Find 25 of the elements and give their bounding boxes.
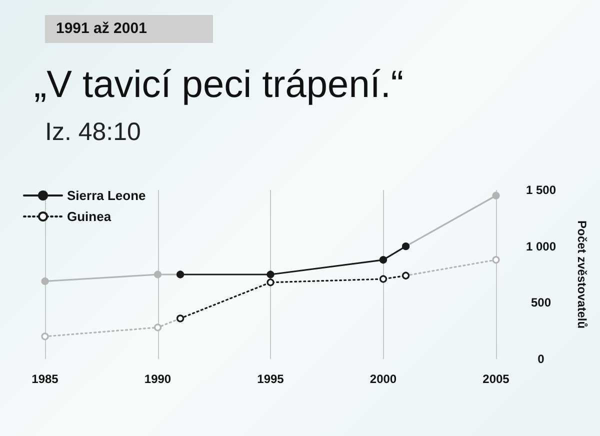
point <box>154 324 162 332</box>
x-tick-label: 2005 <box>482 372 510 386</box>
y-tick-label: 1 000 <box>526 239 556 254</box>
x-tick-label: 1990 <box>144 372 172 386</box>
point <box>266 278 274 286</box>
point <box>41 277 49 286</box>
text: 1991 až 2001 <box>45 15 213 43</box>
legend-label: Sierra Leone <box>67 188 146 203</box>
point <box>379 256 388 264</box>
point <box>492 256 500 264</box>
chart-subtitle: Iz. 48:10 <box>45 118 141 147</box>
y-tick-label: 500 <box>530 296 552 310</box>
y-tick-label: 0 <box>538 352 545 366</box>
point <box>379 275 388 283</box>
y-tick-label: 1 500 <box>526 183 556 197</box>
x-tick-label: 1985 <box>32 372 59 386</box>
legend-label: Guinea <box>67 209 112 224</box>
x-tick-label: 1995 <box>257 372 284 386</box>
y-axis-title: Počet zvěstovatelů <box>575 220 589 329</box>
point <box>266 270 274 278</box>
point <box>492 192 500 200</box>
chart-title: „V tavicí peci trápení.“ <box>34 64 404 107</box>
point <box>41 332 49 340</box>
x-tick-label: 2000 <box>370 372 397 386</box>
point <box>154 270 162 278</box>
